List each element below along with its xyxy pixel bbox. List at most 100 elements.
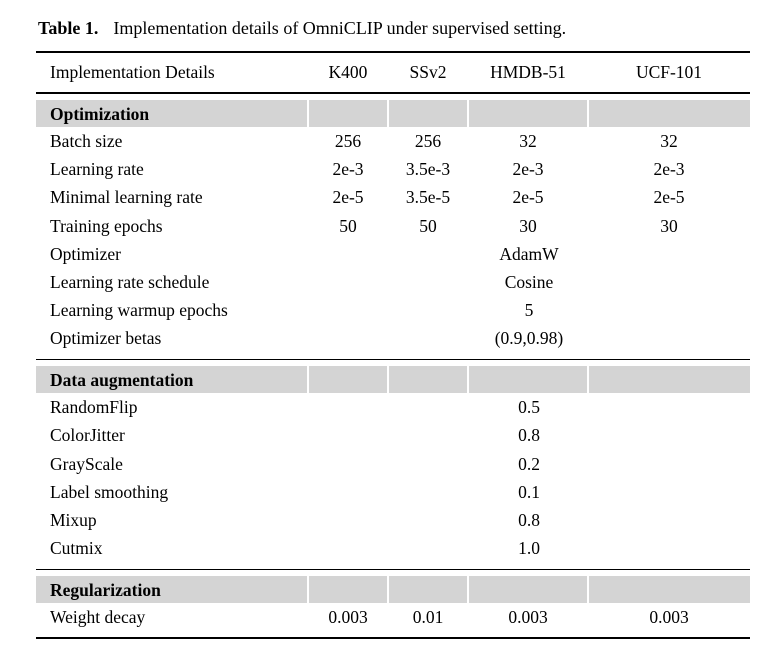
row-label: ColorJitter: [50, 425, 125, 446]
cell-value: 50: [339, 215, 357, 236]
section-cell: [468, 366, 589, 394]
table-row: Learning rate schedule Cosine: [36, 268, 750, 296]
cell-value-span: 0.8: [518, 509, 540, 530]
section-cell: [468, 100, 589, 128]
section-cell: [308, 100, 389, 128]
section-cell: [388, 366, 469, 394]
section-header-row: Optimization: [36, 100, 750, 128]
section-title: Optimization: [36, 100, 309, 128]
column-header: SSv2: [388, 52, 468, 95]
spacer: [36, 631, 750, 638]
row-label: Optimizer: [50, 243, 121, 264]
column-header: UCF-101: [588, 52, 750, 95]
row-label: Mixup: [50, 509, 97, 530]
cell-value: 2e-3: [512, 159, 544, 180]
header-row: Implementation Details K400 SSv2 HMDB-51…: [36, 52, 750, 95]
cell-value: 2e-5: [332, 187, 364, 208]
table-row: Minimal learning rate 2e-5 3.5e-5 2e-5 2e-5: [36, 183, 750, 211]
table-row: Training epochs 50 50 30 30: [36, 212, 750, 240]
cell-value: 256: [414, 131, 442, 152]
cell-value-span: 0.8: [518, 425, 540, 446]
spacer: [36, 359, 750, 366]
cell-value: 32: [519, 131, 537, 152]
row-label: Label smoothing: [50, 481, 169, 502]
row-label: Training epochs: [50, 215, 163, 236]
cell-value: 0.01: [412, 607, 444, 628]
section-cell: [388, 576, 469, 604]
cell-value: 2e-3: [653, 159, 685, 180]
section-title: Regularization: [36, 576, 309, 604]
section-cell: [388, 100, 469, 128]
implementation-table: Implementation Details K400 SSv2 HMDB-51…: [36, 51, 750, 640]
cell-value-span: AdamW: [499, 243, 559, 264]
cell-value: 2e-5: [653, 187, 685, 208]
spacer: [36, 93, 750, 100]
section-cell: [588, 576, 750, 604]
section-divider-rule: [36, 352, 750, 360]
spacer: [36, 359, 750, 366]
row-label: Learning rate: [50, 159, 144, 180]
cell-value: 3.5e-3: [405, 159, 451, 180]
table-row: Weight decay 0.003 0.01 0.003 0.003: [36, 603, 750, 631]
cell-value: 30: [519, 215, 537, 236]
column-header: K400: [308, 52, 388, 95]
section-header-row: Data augmentation: [36, 366, 750, 394]
cell-value: 2e-3: [332, 159, 364, 180]
table-row: Optimizer betas (0.9,0.98): [36, 324, 750, 352]
section-divider-rule: [36, 352, 750, 360]
cell-value-span: 0.2: [518, 453, 540, 474]
cell-value-span: 5: [524, 299, 534, 320]
row-label: GrayScale: [50, 453, 123, 474]
cell-value: 0.003: [508, 607, 548, 628]
row-label: Cutmix: [50, 537, 103, 558]
table-row: Mixup 0.8: [36, 506, 750, 534]
section-title: Data augmentation: [36, 366, 309, 394]
table-row: Optimizer AdamW: [36, 240, 750, 268]
section-divider-rule: [36, 562, 750, 570]
cell-value: 3.5e-5: [405, 187, 451, 208]
spacer: [36, 569, 750, 576]
section-cell: [308, 576, 389, 604]
cell-value-span: (0.9,0.98): [494, 328, 564, 349]
section-divider-rule: [36, 562, 750, 570]
row-label: Optimizer betas: [50, 328, 162, 349]
table-row: GrayScale 0.2: [36, 450, 750, 478]
table-row: Batch size 256 256 32 32: [36, 127, 750, 155]
section-cell: [588, 366, 750, 394]
row-label: Weight decay: [50, 607, 146, 628]
spacer: [36, 569, 750, 576]
table-caption-label: Table 1.: [38, 18, 99, 38]
cell-value: 0.003: [328, 607, 368, 628]
table-row: Learning rate 2e-3 3.5e-3 2e-3 2e-3: [36, 155, 750, 183]
cell-value-span: 0.5: [518, 397, 540, 418]
spacer: [36, 93, 750, 100]
column-header: Implementation Details: [36, 52, 308, 95]
table-header: Implementation Details K400 SSv2 HMDB-51…: [36, 52, 750, 95]
row-label: Minimal learning rate: [50, 187, 203, 208]
section-header-row: Regularization: [36, 576, 750, 604]
cell-value-span: 0.1: [518, 481, 540, 502]
cell-value: 2e-5: [512, 187, 544, 208]
cell-value: 0.003: [649, 607, 689, 628]
row-label: Learning warmup epochs: [50, 299, 228, 320]
cell-value: 256: [334, 131, 362, 152]
table-row: Learning warmup epochs 5: [36, 296, 750, 324]
row-label: RandomFlip: [50, 397, 138, 418]
cell-value: 30: [660, 215, 678, 236]
table-row: Label smoothing 0.1: [36, 478, 750, 506]
table-body: Optimization Batch size 256 256 32 32 Learning…: [36, 93, 750, 638]
table-row: Cutmix 1.0: [36, 534, 750, 562]
row-label: Batch size: [50, 131, 123, 152]
table-caption: Table 1. Implementation details of OmniCL…: [38, 18, 750, 39]
section-cell: [308, 366, 389, 394]
column-header: HMDB-51: [468, 52, 588, 95]
cell-value: 32: [660, 131, 678, 152]
section-cell: [468, 576, 589, 604]
table-row: ColorJitter 0.8: [36, 421, 750, 449]
cell-value-span: 1.0: [518, 537, 540, 558]
section-cell: [588, 100, 750, 128]
table-row: RandomFlip 0.5: [36, 393, 750, 421]
row-label: Learning rate schedule: [50, 271, 210, 292]
cell-value: 50: [419, 215, 437, 236]
